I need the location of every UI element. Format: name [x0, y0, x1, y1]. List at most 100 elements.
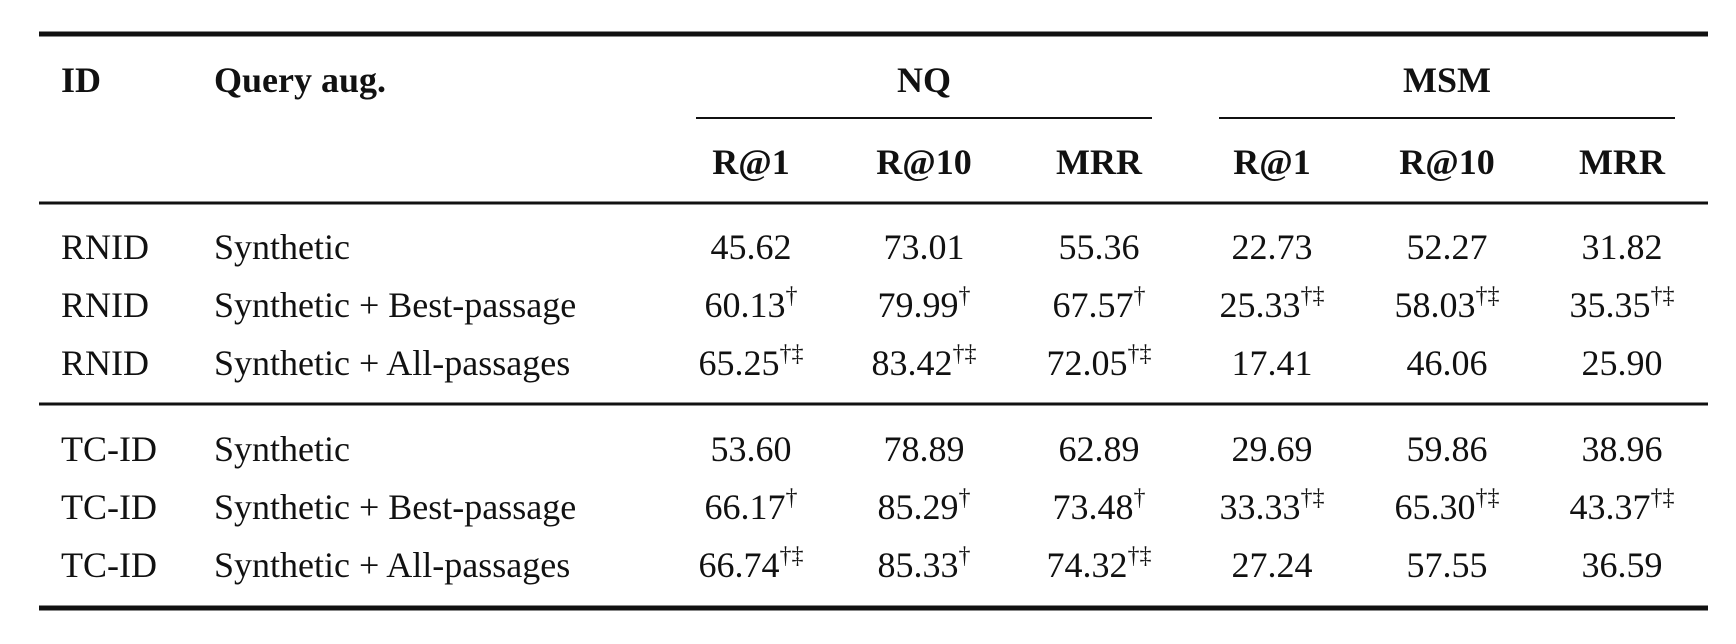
cell: 52.27: [1407, 227, 1488, 267]
cell-significance: †‡: [1651, 485, 1675, 511]
cell-value: 52.27: [1407, 227, 1488, 267]
cell-significance: †‡: [1476, 283, 1500, 309]
cell-value: 35.35: [1570, 285, 1651, 325]
cell: 43.37†‡: [1570, 485, 1675, 527]
group-header: NQ: [897, 60, 951, 100]
row-query: Synthetic + Best-passage: [214, 285, 576, 325]
cell-value: 62.89: [1059, 429, 1140, 469]
cell-value: 55.36: [1059, 227, 1140, 267]
cell-value: 25.90: [1582, 343, 1663, 383]
cell-significance: †‡: [780, 341, 804, 367]
cell: 66.74†‡: [699, 543, 804, 585]
cell-significance: †‡: [1651, 283, 1675, 309]
cell-value: 25.33: [1220, 285, 1301, 325]
cell-value: 59.86: [1407, 429, 1488, 469]
cell-significance: †: [786, 283, 798, 309]
cell-value: 65.30: [1395, 487, 1476, 527]
metric-header: R@10: [1399, 142, 1494, 182]
cell: 57.55: [1407, 545, 1488, 585]
cell-value: 74.32: [1047, 545, 1128, 585]
cell: 83.42†‡: [872, 341, 977, 383]
metric-header: R@1: [1233, 142, 1310, 182]
cell: 55.36: [1059, 227, 1140, 267]
row-query: Synthetic + All-passages: [214, 343, 570, 383]
cell-value: 46.06: [1407, 343, 1488, 383]
cell-value: 17.41: [1232, 343, 1313, 383]
row-id: RNID: [61, 343, 149, 383]
cell-value: 31.82: [1582, 227, 1663, 267]
cell: 33.33†‡: [1220, 485, 1325, 527]
header-query: Query aug.: [214, 60, 386, 100]
row-id: TC-ID: [61, 487, 157, 527]
cell: 58.03†‡: [1395, 283, 1500, 325]
cell: 36.59: [1582, 545, 1663, 585]
cell-value: 85.29: [878, 487, 959, 527]
row-query: Synthetic: [214, 429, 350, 469]
cell-significance: †: [959, 283, 971, 309]
cell: 46.06: [1407, 343, 1488, 383]
cell-value: 65.25: [699, 343, 780, 383]
group-header: MSM: [1403, 60, 1491, 100]
cell-significance: †‡: [1476, 485, 1500, 511]
cell-significance: †‡: [953, 341, 977, 367]
cell-value: 57.55: [1407, 545, 1488, 585]
cell: 22.73: [1232, 227, 1313, 267]
cell: 79.99†: [878, 283, 971, 325]
cell-value: 29.69: [1232, 429, 1313, 469]
cell-value: 83.42: [872, 343, 953, 383]
cell: 29.69: [1232, 429, 1313, 469]
cell-value: 85.33: [878, 545, 959, 585]
cell-significance: †‡: [1301, 485, 1325, 511]
cell-significance: †‡: [1301, 283, 1325, 309]
cell-value: 36.59: [1582, 545, 1663, 585]
cell-value: 73.01: [884, 227, 965, 267]
cell-value: 38.96: [1582, 429, 1663, 469]
row-query: Synthetic + Best-passage: [214, 487, 576, 527]
cell-value: 45.62: [711, 227, 792, 267]
cell-value: 66.74: [699, 545, 780, 585]
cell-value: 72.05: [1047, 343, 1128, 383]
cell-significance: †‡: [1128, 543, 1152, 569]
cell-value: 73.48: [1053, 487, 1134, 527]
cell: 25.33†‡: [1220, 283, 1325, 325]
cell-value: 67.57: [1053, 285, 1134, 325]
header-id: ID: [61, 60, 101, 100]
metric-header: MRR: [1056, 142, 1143, 182]
cell-value: 79.99: [878, 285, 959, 325]
cell-value: 78.89: [884, 429, 965, 469]
cell: 73.48†: [1053, 485, 1146, 527]
cell-significance: †: [786, 485, 798, 511]
cell: 35.35†‡: [1570, 283, 1675, 325]
cell: 31.82: [1582, 227, 1663, 267]
row-query: Synthetic + All-passages: [214, 545, 570, 585]
cell: 73.01: [884, 227, 965, 267]
metric-header: R@1: [712, 142, 789, 182]
cell: 27.24: [1232, 545, 1313, 585]
cell: 72.05†‡: [1047, 341, 1152, 383]
cell-value: 43.37: [1570, 487, 1651, 527]
cell: 65.30†‡: [1395, 485, 1500, 527]
cell-value: 53.60: [711, 429, 792, 469]
cell-significance: †: [959, 485, 971, 511]
cell: 62.89: [1059, 429, 1140, 469]
cell-significance: †: [1134, 485, 1146, 511]
row-id: TC-ID: [61, 545, 157, 585]
cell-significance: †: [959, 543, 971, 569]
cell: 67.57†: [1053, 283, 1146, 325]
cell-significance: †: [1134, 283, 1146, 309]
metric-header: R@10: [876, 142, 971, 182]
cell: 78.89: [884, 429, 965, 469]
cell: 85.33†: [878, 543, 971, 585]
cell: 66.17†: [705, 485, 798, 527]
cell: 38.96: [1582, 429, 1663, 469]
cell: 59.86: [1407, 429, 1488, 469]
row-id: RNID: [61, 285, 149, 325]
cell-value: 27.24: [1232, 545, 1313, 585]
metric-header: MRR: [1579, 142, 1666, 182]
cell-significance: †‡: [1128, 341, 1152, 367]
cell: 25.90: [1582, 343, 1663, 383]
cell: 53.60: [711, 429, 792, 469]
row-query: Synthetic: [214, 227, 350, 267]
